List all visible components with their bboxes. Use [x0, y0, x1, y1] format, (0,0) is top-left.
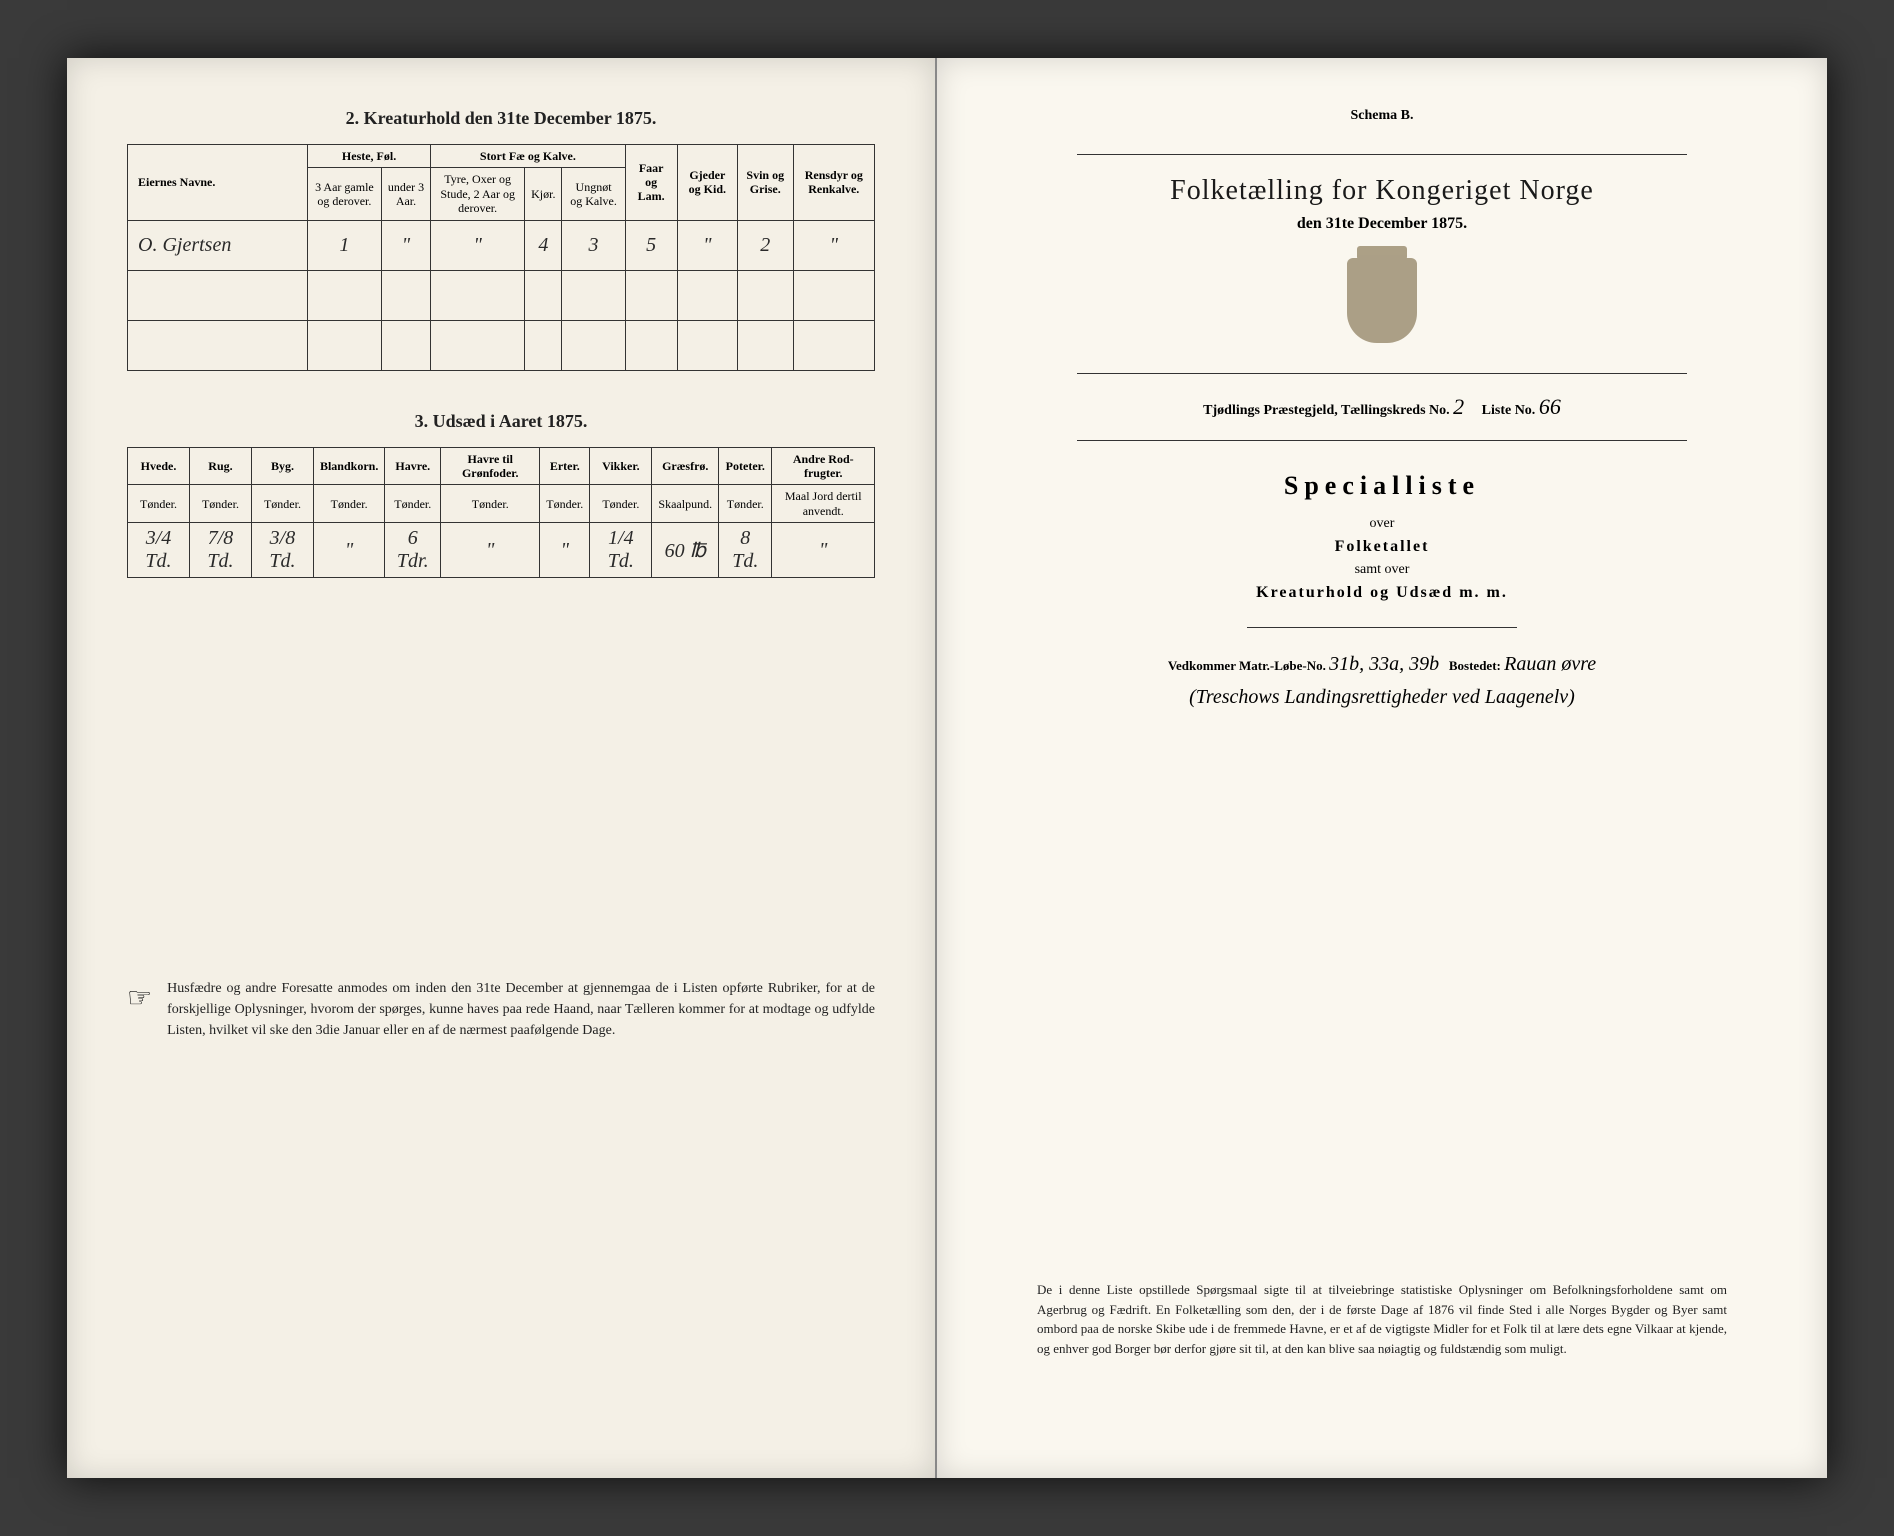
col-calves: Ungnøt og Kalve. — [562, 168, 625, 220]
over-label: over — [997, 516, 1767, 532]
census-date: den 31te December 1875. — [997, 215, 1767, 233]
col-peas: Erter. — [540, 447, 590, 485]
bosted-label: Bostedet: — [1449, 658, 1501, 673]
liste-no: 66 — [1539, 394, 1561, 419]
rule — [1247, 627, 1517, 628]
col-horses-young: under 3 Aar. — [381, 168, 430, 220]
col-rye: Rug. — [189, 447, 251, 485]
cell-mixed: " — [313, 523, 384, 578]
cell-grass: 60 ℔ — [652, 523, 719, 578]
section3-title: 3. Udsæd i Aaret 1875. — [127, 411, 875, 432]
col-horses: Heste, Føl. — [308, 145, 431, 168]
pointer-icon: ☞ — [127, 978, 152, 1041]
matr-no: 31b, 33a, 39b — [1329, 653, 1439, 675]
col-reindeer: Rensdyr og Renkalve. — [793, 145, 874, 221]
samt-over-label: samt over — [997, 562, 1767, 578]
col-oats-green: Havre til Grønfoder. — [441, 447, 540, 485]
right-footer: De i denne Liste opstillede Spørgsmaal s… — [1037, 1280, 1727, 1358]
cell-peas: " — [540, 523, 590, 578]
cell-vetch: 1/4 Td. — [590, 523, 652, 578]
cell-oats-green: " — [441, 523, 540, 578]
col-wheat: Hvede. — [128, 447, 190, 485]
unit: Tønder. — [251, 485, 313, 523]
liste-label: Liste No. — [1482, 403, 1536, 418]
cell-rye: 7/8 Td. — [189, 523, 251, 578]
rule — [1077, 440, 1687, 441]
district-label: Tjødlings Præstegjeld, Tællingskreds No. — [1203, 403, 1449, 418]
col-vetch: Vikker. — [590, 447, 652, 485]
document-spread: 2. Kreaturhold den 31te December 1875. E… — [67, 58, 1827, 1478]
vedkom-label: Vedkommer Matr.-Løbe-No. — [1168, 658, 1326, 673]
col-grass: Græsfrø. — [652, 447, 719, 485]
specialliste-title: Specialliste — [997, 471, 1767, 501]
sowing-table: Hvede. Rug. Byg. Blandkorn. Havre. Havre… — [127, 447, 875, 579]
col-root: Andre Rod-frugter. — [772, 447, 875, 485]
table-row: O. Gjertsen 1 " " 4 3 5 " 2 " — [128, 220, 875, 270]
handwritten-note: (Treschows Landingsrettigheder ved Laage… — [997, 686, 1767, 709]
col-potato: Poteter. — [719, 447, 772, 485]
unit: Tønder. — [189, 485, 251, 523]
unit: Maal Jord dertil anvendt. — [772, 485, 875, 523]
census-title: Folketælling for Kongeriget Norge — [997, 175, 1767, 207]
col-name: Eiernes Navne. — [128, 145, 308, 221]
unit: Tønder. — [385, 485, 441, 523]
col-bulls: Tyre, Oxer og Stude, 2 Aar og derover. — [431, 168, 525, 220]
unit: Skaalpund. — [652, 485, 719, 523]
cell-reindeer: " — [793, 220, 874, 270]
rule — [1077, 154, 1687, 155]
right-page: Schema B. Folketælling for Kongeriget No… — [937, 58, 1827, 1478]
cell-calves: 3 — [562, 220, 625, 270]
coat-of-arms-icon — [1347, 258, 1417, 343]
footer-text: Husfædre og andre Foresatte anmodes om i… — [167, 978, 875, 1041]
unit: Tønder. — [313, 485, 384, 523]
livestock-table: Eiernes Navne. Heste, Føl. Stort Fæ og K… — [127, 144, 875, 371]
district-line: Tjødlings Præstegjeld, Tællingskreds No.… — [997, 394, 1767, 420]
cell-bulls: " — [431, 220, 525, 270]
col-goats: Gjeder og Kid. — [677, 145, 737, 221]
col-barley: Byg. — [251, 447, 313, 485]
col-sheep: Faar og Lam. — [625, 145, 677, 221]
cell-wheat: 3/4 Td. — [128, 523, 190, 578]
table-row: 3/4 Td. 7/8 Td. 3/8 Td. " 6 Tdr. " " 1/4… — [128, 523, 875, 578]
cell-horses-young: " — [381, 220, 430, 270]
district-no: 2 — [1453, 394, 1464, 419]
unit: Tønder. — [719, 485, 772, 523]
col-horses-old: 3 Aar gamle og derover. — [308, 168, 382, 220]
unit: Tønder. — [128, 485, 190, 523]
cell-barley: 3/8 Td. — [251, 523, 313, 578]
cell-sheep: 5 — [625, 220, 677, 270]
folketallet-label: Folketallet — [997, 538, 1767, 556]
cell-name: O. Gjertsen — [128, 220, 308, 270]
col-cows: Kjør. — [525, 168, 562, 220]
unit: Tønder. — [441, 485, 540, 523]
unit: Tønder. — [540, 485, 590, 523]
cell-pigs: 2 — [737, 220, 793, 270]
kreatur-label: Kreaturhold og Udsæd m. m. — [997, 584, 1767, 602]
col-cattle: Stort Fæ og Kalve. — [431, 145, 625, 168]
cell-horses-old: 1 — [308, 220, 382, 270]
cell-root: " — [772, 523, 875, 578]
left-page: 2. Kreaturhold den 31te December 1875. E… — [67, 58, 937, 1478]
left-footer: ☞ Husfædre og andre Foresatte anmodes om… — [127, 978, 875, 1041]
col-pigs: Svin og Grise. — [737, 145, 793, 221]
col-mixed: Blandkorn. — [313, 447, 384, 485]
unit: Tønder. — [590, 485, 652, 523]
table-row — [128, 270, 875, 320]
vedkommer-line: Vedkommer Matr.-Løbe-No. 31b, 33a, 39b B… — [997, 653, 1767, 676]
cell-goats: " — [677, 220, 737, 270]
cell-potato: 8 Td. — [719, 523, 772, 578]
cell-oats: 6 Tdr. — [385, 523, 441, 578]
rule — [1077, 373, 1687, 374]
bosted: Rauan øvre — [1504, 653, 1596, 675]
col-oats: Havre. — [385, 447, 441, 485]
cell-cows: 4 — [525, 220, 562, 270]
table-row — [128, 320, 875, 370]
section2-title: 2. Kreaturhold den 31te December 1875. — [127, 108, 875, 129]
schema-label: Schema B. — [997, 108, 1767, 124]
